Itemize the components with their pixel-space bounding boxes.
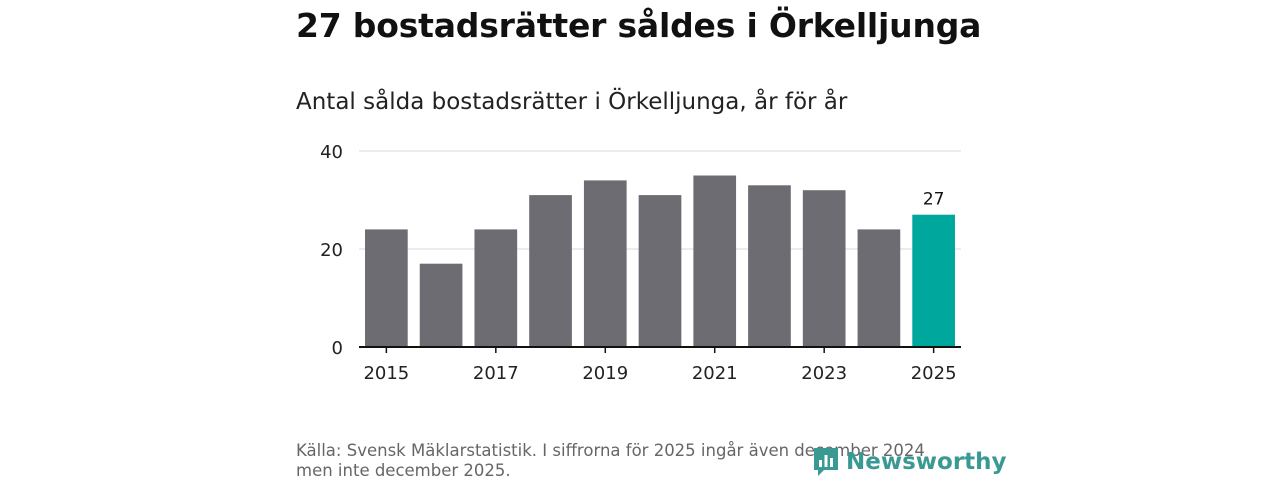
- data-label-highlight: 27: [923, 190, 945, 210]
- bar-2020: [638, 195, 682, 347]
- y-tick-label: 0: [332, 338, 343, 359]
- bar-2016: [419, 263, 463, 347]
- bar-2019: [583, 180, 627, 347]
- brand-logo: Newsworthy: [812, 444, 1007, 480]
- headline: 27 bostadsrätter såldes i Örkelljunga: [296, 6, 982, 45]
- x-tick-label: 2023: [801, 363, 847, 384]
- bar-2025: [912, 214, 955, 347]
- y-tick-label: 20: [320, 240, 343, 261]
- bar-2017: [474, 229, 518, 347]
- y-tick-label: 40: [320, 142, 343, 163]
- bar-2021: [693, 175, 737, 347]
- chart-title: Antal sålda bostadsrätter i Örkelljunga,…: [296, 89, 848, 115]
- x-tick-label: 2025: [911, 363, 957, 384]
- x-tick-label: 2019: [582, 363, 628, 384]
- source-note: Källa: Svensk Mäklarstatistik. I siffror…: [296, 441, 925, 480]
- x-tick-label: 2021: [692, 363, 738, 384]
- bar-2022: [748, 185, 791, 347]
- x-tick-label: 2017: [473, 363, 519, 384]
- brand-name: Newsworthy: [846, 449, 1007, 475]
- bar-chart: 0 20 40 2015 2017 2019 2021 2023 2025 27: [320, 142, 961, 384]
- x-tick-label: 2015: [363, 363, 409, 384]
- newsworthy-logo-icon: [814, 448, 838, 476]
- bar-2023: [802, 190, 846, 347]
- bar-2024: [857, 229, 901, 347]
- bar-2018: [529, 195, 572, 347]
- bar-2015: [365, 229, 408, 347]
